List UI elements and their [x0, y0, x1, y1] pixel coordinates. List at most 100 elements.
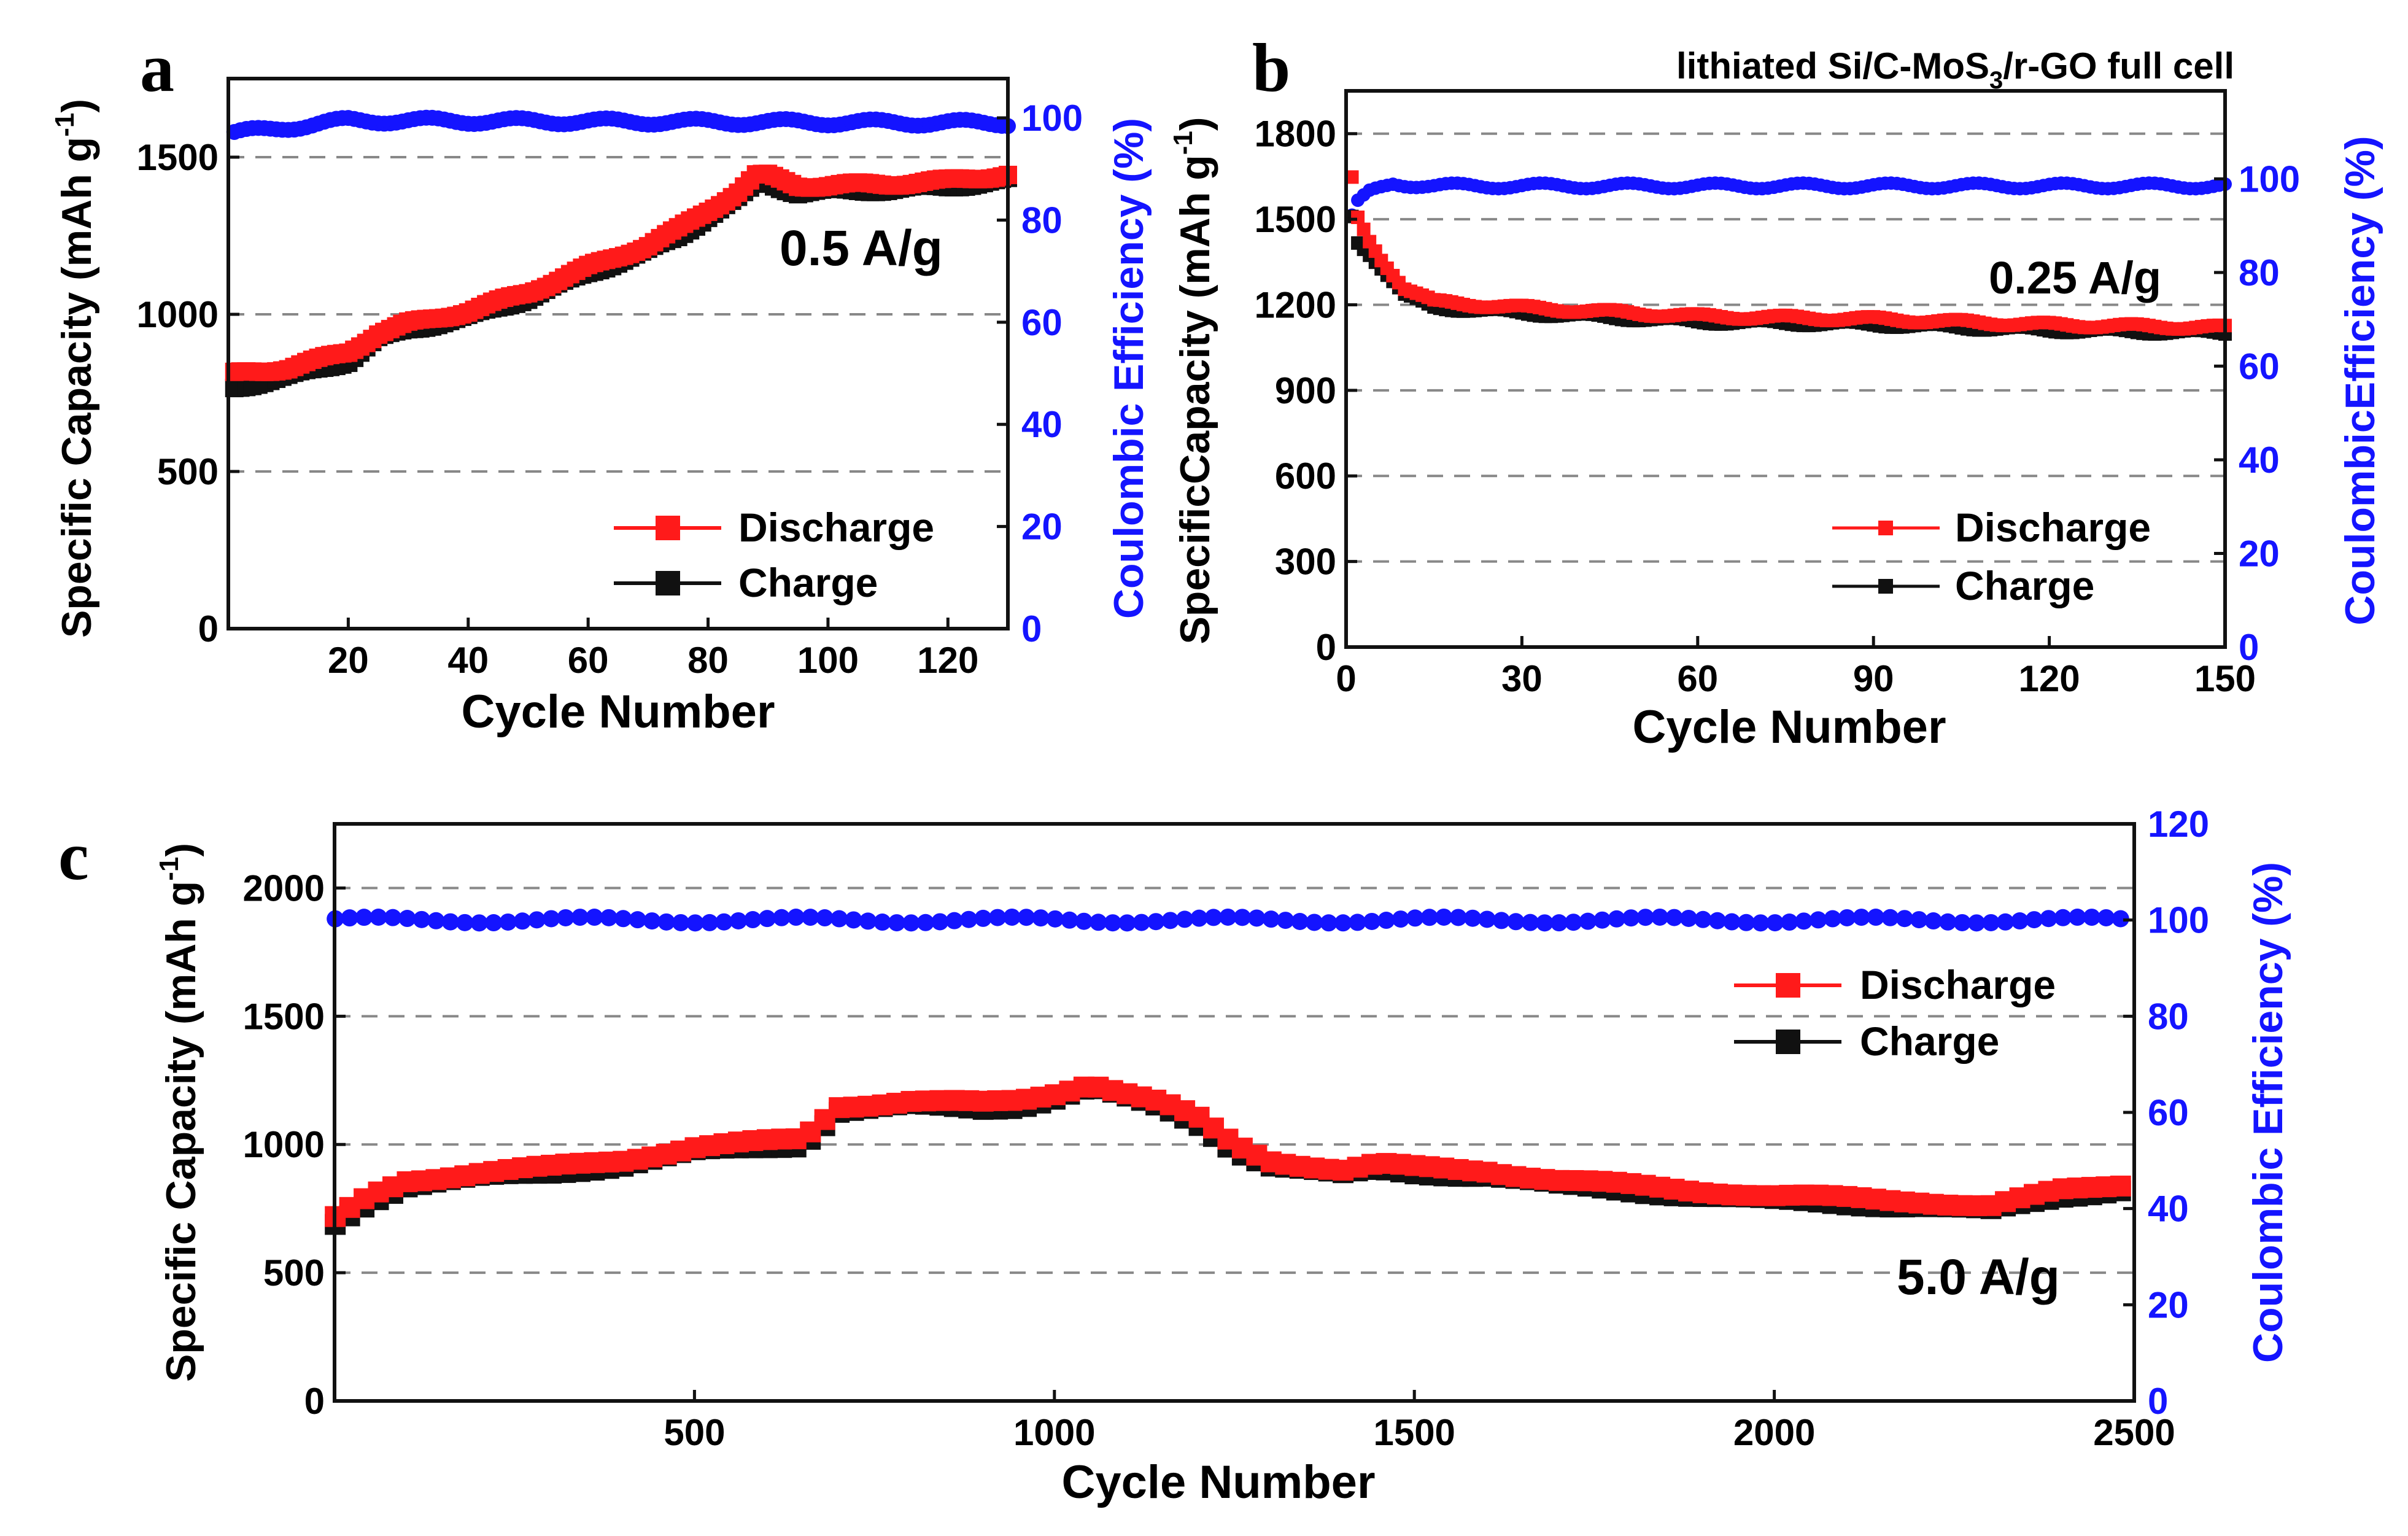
- panel-c-efficiency-point: [1233, 909, 1251, 926]
- panel-a-legend-charge: Charge: [738, 560, 878, 605]
- panel-c-efficiency-point: [931, 913, 949, 931]
- panel-c-efficiency-point: [1895, 910, 1913, 928]
- panel-b: b lithiated Si/C-MoS3/r-GO full cell 0 30…: [1168, 30, 2383, 753]
- panel-a-y2-tick-label: 20: [1021, 506, 1063, 548]
- panel-c-efficiency-point: [902, 914, 920, 932]
- panel-c-efficiency-point: [888, 914, 905, 932]
- panel-a-y-axis-title-end: ): [53, 99, 100, 113]
- panel-c-efficiency-point: [1737, 913, 1755, 931]
- panel-b-y-tick-label: 0: [1316, 627, 1336, 668]
- panel-c-efficiency-point: [802, 909, 819, 926]
- panel-c-efficiency-point: [2040, 910, 2058, 928]
- panel-c-legend-discharge: Discharge: [1860, 962, 2056, 1007]
- panel-b-y2-tick-label: 40: [2239, 440, 2280, 481]
- panel-c-efficiency-point: [1449, 909, 1467, 926]
- panel-b-y-ticks: 0 300 600 900 1200 1500 1800: [1255, 114, 1357, 668]
- panel-c-y2-axis-title: Coulombic Efficiency (%): [2245, 862, 2291, 1363]
- panel-b-x-tick-label: 150: [2194, 658, 2256, 699]
- panel-a-x-tick-label: 100: [797, 640, 859, 681]
- panel-c-discharge-series: [325, 1076, 2131, 1227]
- panel-c-y2-tick-label: 80: [2148, 996, 2189, 1037]
- panel-c-y-axis-title-end: ): [158, 843, 204, 857]
- panel-c-efficiency-point: [1752, 914, 1770, 932]
- panel-c-efficiency-point: [989, 909, 1007, 926]
- panel-c-efficiency-point: [1982, 913, 2000, 931]
- panel-a-gridlines: [228, 156, 1008, 473]
- panel-b-y2-tick-label: 100: [2239, 158, 2300, 200]
- panel-c-y2-ticks: 0 20 40 60 80 100 120: [2123, 804, 2209, 1422]
- panel-c-efficiency-point: [1334, 914, 1352, 932]
- panel-c-efficiency-point: [1478, 910, 1496, 928]
- panel-a-discharge-series: [225, 165, 1017, 381]
- panel-b-x-tick-label: 30: [1501, 658, 1543, 699]
- panel-c-efficiency-point: [1694, 910, 1712, 928]
- panel-b-title-sub: 3: [1989, 67, 2003, 94]
- panel-a-y-ticks: 0 500 1000 1500: [137, 137, 239, 650]
- panel-b-x-ticks: 0 30 60 90 120 150: [1336, 636, 2256, 699]
- panel-c-efficiency-point: [341, 909, 358, 927]
- panel-b-legend-charge: Charge: [1955, 563, 2094, 608]
- panel-b-y-tick-label: 600: [1275, 456, 1336, 497]
- panel-c-efficiency-point: [441, 913, 459, 931]
- panel-c-efficiency-point: [1363, 912, 1381, 930]
- panel-c-efficiency-point: [974, 909, 992, 927]
- panel-c-y-tick-label: 0: [304, 1381, 325, 1422]
- panel-b-y2-tick-label: 0: [2239, 627, 2259, 668]
- panel-c-efficiency-point: [1565, 913, 1582, 931]
- panel-c-efficiency-point: [715, 913, 733, 931]
- panel-b-x-tick-label: 120: [2019, 658, 2080, 699]
- panel-c-efficiency-point: [499, 913, 517, 931]
- panel-b-y2-ticks: 0 20 40 60 80 100: [2214, 158, 2300, 668]
- panel-c-efficiency-point: [1781, 913, 1798, 931]
- panel-b-y-axis-title-main: SpecificCapacity (mAh g: [1172, 155, 1218, 644]
- panel-b-efficiency-series: [1345, 176, 2232, 222]
- panel-c-label: c: [58, 818, 89, 894]
- panel-c-efficiency-point: [1665, 909, 1683, 926]
- panel-b-discharge-point: [1357, 222, 1371, 236]
- panel-c-x-tick-label: 500: [664, 1412, 725, 1453]
- panel-c-efficiency-point: [1622, 909, 1640, 927]
- panel-c-legend: Discharge Charge: [1734, 962, 2056, 1064]
- panel-c-efficiency-point: [1291, 912, 1309, 930]
- panel-a-plot-frame: [226, 77, 1010, 630]
- panel-c-efficiency-point: [1766, 914, 1784, 932]
- panel-c-efficiency-point: [1204, 909, 1222, 926]
- panel-c-efficiency-point: [816, 909, 834, 927]
- panel-c-efficiency-point: [672, 913, 690, 931]
- panel-c-efficiency-point: [1003, 908, 1021, 926]
- panel-c-efficiency-point: [1147, 913, 1165, 931]
- panel-c-efficiency-point: [412, 910, 430, 928]
- panel-c-efficiency-point: [1838, 909, 1856, 926]
- panel-b-plot-frame: [1344, 89, 2227, 649]
- panel-c-efficiency-point: [485, 914, 503, 932]
- panel-c-efficiency-point: [1219, 908, 1237, 926]
- panel-c-y2-tick-label: 40: [2148, 1189, 2189, 1230]
- panel-a-y-tick-label: 500: [157, 451, 219, 492]
- panel-c-efficiency-point: [2069, 909, 2086, 926]
- panel-a-y2-axis-title: Coulombic Efficiency (%): [1105, 118, 1152, 619]
- panel-a-label: a: [140, 30, 174, 106]
- panel-a-x-tick-label: 80: [687, 640, 729, 681]
- panel-c-efficiency-point: [1810, 911, 1827, 929]
- panel-a-y2-tick-label: 80: [1021, 200, 1063, 241]
- panel-b-legend-discharge-marker: [1878, 521, 1893, 535]
- panel-c-efficiency-point: [1320, 914, 1338, 932]
- panel-c-efficiency-series: [327, 908, 2129, 932]
- panel-a-legend: Discharge Charge: [614, 505, 934, 605]
- panel-b-title-end: /r-GO full cell: [2003, 45, 2234, 87]
- panel-c-efficiency-point: [1306, 913, 1323, 931]
- panel-c-efficiency-point: [1924, 912, 1942, 930]
- panel-c-y2-tick-label: 120: [2148, 804, 2209, 845]
- panel-c-efficiency-point: [1018, 909, 1036, 926]
- panel-b-title-main: lithiated Si/C-MoS: [1676, 45, 1989, 87]
- panel-b-y-axis-title-end: ): [1172, 117, 1218, 131]
- panel-c-efficiency-point: [2112, 910, 2129, 928]
- panel-c-efficiency-point: [2011, 912, 2029, 930]
- panel-c-y-tick-label: 500: [263, 1252, 325, 1294]
- panel-c-efficiency-point: [1118, 914, 1136, 932]
- panel-a-y2-tick-label: 40: [1021, 404, 1063, 445]
- panel-c-efficiency-point: [859, 912, 877, 930]
- panel-b-y-tick-label: 300: [1275, 541, 1336, 583]
- panel-c-efficiency-point: [1536, 914, 1554, 932]
